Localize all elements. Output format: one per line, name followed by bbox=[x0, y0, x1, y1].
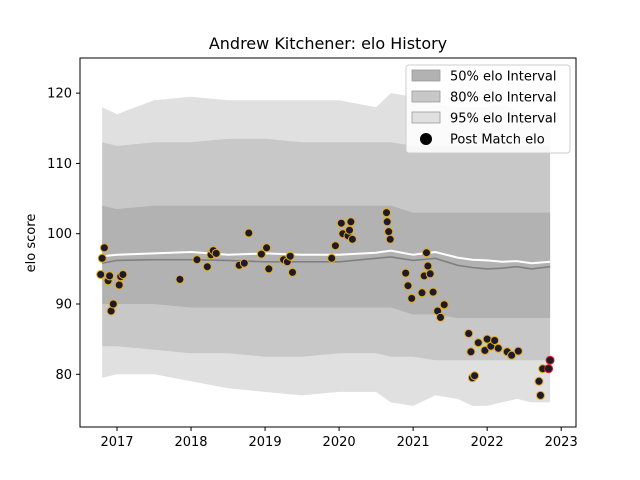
elo-point bbox=[417, 288, 427, 298]
elo-point bbox=[493, 343, 503, 353]
x-tick-label: 2018 bbox=[174, 435, 207, 450]
elo-point bbox=[480, 345, 490, 355]
elo-point bbox=[108, 299, 118, 309]
x-tick-label: 2022 bbox=[471, 435, 504, 450]
legend-swatch-80-elo-interval bbox=[411, 90, 441, 103]
post-match-points bbox=[96, 208, 555, 400]
elo-point bbox=[96, 270, 106, 279]
elo-point bbox=[385, 234, 395, 244]
elo-point bbox=[403, 281, 413, 291]
elo-point bbox=[345, 225, 354, 235]
elo-point bbox=[423, 261, 433, 271]
elo-point bbox=[534, 376, 544, 386]
y-axis-label: elo score bbox=[24, 214, 39, 273]
elo-point bbox=[264, 264, 274, 274]
elo-point bbox=[99, 243, 109, 253]
elo-point bbox=[105, 271, 115, 281]
elo-point bbox=[466, 347, 476, 357]
elo-point bbox=[285, 251, 295, 261]
elo-point bbox=[428, 287, 438, 297]
legend-swatch-50-elo-interval bbox=[411, 69, 441, 82]
elo-point bbox=[262, 243, 272, 253]
elo-point bbox=[545, 355, 555, 365]
y-tick-label: 110 bbox=[47, 157, 72, 172]
elo-point bbox=[336, 218, 346, 228]
elo-point bbox=[536, 390, 545, 400]
elo-point bbox=[422, 248, 431, 258]
x-tick-label: 2019 bbox=[249, 435, 282, 450]
elo-point bbox=[425, 269, 435, 279]
y-axis-ticks: 80 90 100 110 120 bbox=[47, 87, 80, 383]
chart-title: Andrew Kitchener: elo History bbox=[209, 34, 447, 53]
y-tick-label: 120 bbox=[47, 87, 72, 102]
elo-point bbox=[327, 253, 337, 263]
elo-point bbox=[436, 312, 445, 322]
elo-point bbox=[211, 248, 221, 258]
legend-marker-post-match-elo bbox=[420, 133, 432, 145]
elo-point bbox=[464, 329, 474, 338]
elo-point bbox=[192, 255, 202, 265]
elo-point bbox=[202, 262, 212, 272]
elo-point bbox=[382, 208, 391, 218]
x-tick-label: 2017 bbox=[100, 435, 133, 450]
elo-point bbox=[407, 293, 417, 303]
elo-point bbox=[382, 217, 392, 227]
elo-point bbox=[439, 300, 449, 310]
elo-point bbox=[244, 228, 254, 238]
elo-point bbox=[507, 350, 517, 360]
elo-point bbox=[346, 217, 356, 227]
y-tick-label: 100 bbox=[47, 227, 72, 242]
legend-label-80-elo-interval: 80% elo Interval bbox=[450, 91, 557, 106]
elo-point bbox=[544, 364, 554, 374]
median-elo-line bbox=[102, 256, 551, 270]
elo-point bbox=[513, 346, 523, 356]
elo-point bbox=[473, 338, 483, 348]
y-tick-label: 80 bbox=[55, 368, 72, 383]
x-axis-ticks: 2017 2018 2019 2020 2021 2022 2023 bbox=[100, 427, 578, 450]
elo-point bbox=[97, 253, 107, 263]
legend-label-50-elo-interval: 50% elo Interval bbox=[450, 70, 557, 85]
interval-bands bbox=[102, 93, 551, 406]
elo-point bbox=[256, 249, 266, 259]
mean-elo-line bbox=[102, 249, 551, 265]
x-tick-label: 2020 bbox=[323, 435, 356, 450]
elo-point bbox=[175, 274, 185, 284]
elo-point bbox=[384, 227, 394, 237]
x-tick-label: 2023 bbox=[545, 435, 578, 450]
elo-point bbox=[114, 280, 124, 290]
elo-point bbox=[347, 234, 357, 244]
elo-point bbox=[118, 270, 128, 279]
legend: 50% elo Interval 80% elo Interval 95% elo … bbox=[405, 64, 571, 154]
legend-label-95-elo-interval: 95% elo Interval bbox=[450, 112, 557, 127]
plot-frame bbox=[79, 57, 577, 428]
elo-point bbox=[401, 268, 411, 278]
elo-lines bbox=[102, 249, 551, 270]
elo-point bbox=[330, 241, 340, 251]
legend-swatch-95-elo-interval bbox=[411, 111, 441, 124]
legend-box bbox=[405, 64, 571, 154]
elo-point bbox=[490, 336, 500, 345]
elo-point bbox=[288, 267, 297, 277]
elo-point bbox=[239, 258, 249, 268]
legend-label-post-match-elo: Post Match elo bbox=[450, 133, 545, 148]
elo-point bbox=[470, 371, 480, 381]
y-tick-label: 90 bbox=[55, 298, 72, 313]
x-tick-label: 2021 bbox=[397, 435, 430, 450]
